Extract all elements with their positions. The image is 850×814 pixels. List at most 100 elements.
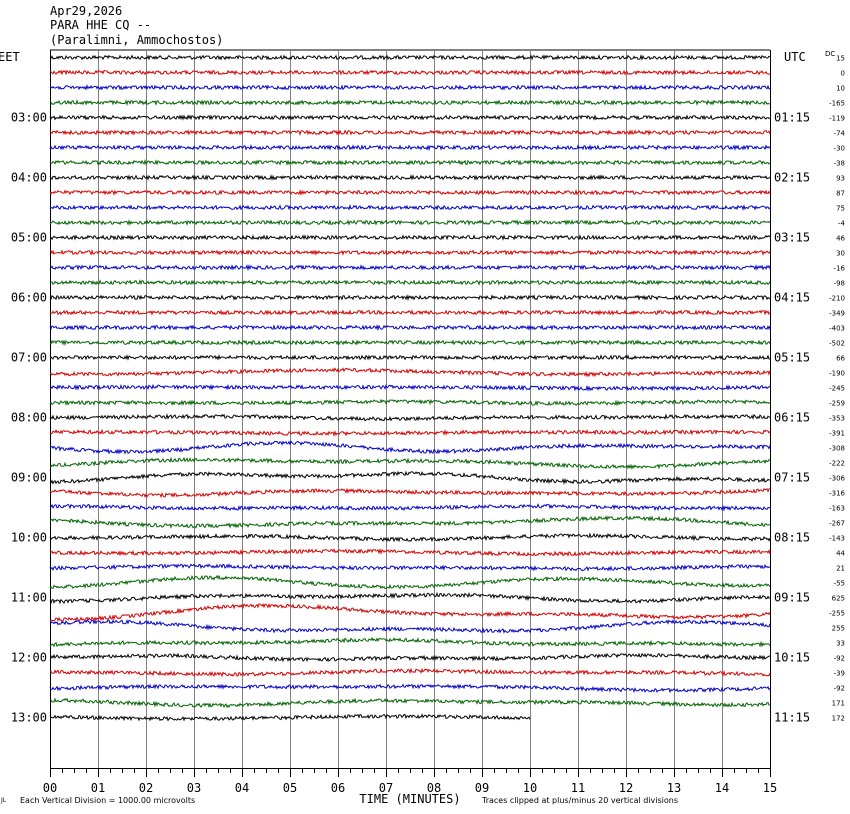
helicorder-station: PARA HHE CQ -- [50, 18, 152, 32]
left-hour-label: 12:00 [11, 651, 47, 665]
x-tick-label: 05 [283, 781, 297, 795]
seismic-trace [49, 413, 771, 422]
left-hour-label: 11:00 [11, 591, 47, 605]
seismic-trace [49, 667, 771, 678]
x-tick-label: 04 [235, 781, 249, 795]
dc-offset-value: -39 [834, 670, 845, 678]
seismic-trace [49, 398, 771, 407]
dc-offset-value: -308 [829, 445, 845, 453]
left-hour-label: 13:00 [11, 711, 47, 725]
helicorder-date: Apr29,2026 [50, 4, 123, 18]
seismic-trace [49, 69, 771, 76]
dc-offset-value: -210 [829, 295, 845, 303]
seismic-trace [49, 129, 771, 136]
dc-offset-value: -267 [829, 520, 845, 528]
x-axis-title: TIME (MINUTES) [359, 792, 460, 806]
time-gridlines [50, 49, 771, 768]
seismic-trace [49, 264, 771, 272]
seismic-trace [49, 428, 771, 437]
seismic-trace [49, 174, 771, 181]
x-tick-label: 01 [91, 781, 105, 795]
right-hour-label: 06:15 [774, 411, 810, 425]
seismic-trace [49, 532, 771, 543]
dc-offset-value: -143 [829, 535, 845, 543]
right-hour-label: 09:15 [774, 591, 810, 605]
right-hour-label: 03:15 [774, 231, 810, 245]
x-tick-label: 13 [667, 781, 681, 795]
dc-offset-value: 66 [836, 355, 845, 363]
dc-offset-value: -306 [829, 475, 845, 483]
dc-offset-value: -190 [829, 370, 845, 378]
right-hour-label: 02:15 [774, 171, 810, 185]
seismic-trace [49, 114, 771, 121]
x-tick-label: 14 [715, 781, 729, 795]
dc-offset-value: -353 [829, 415, 845, 423]
dc-offset-value: -38 [834, 160, 845, 168]
dc-offset-value: 30 [836, 250, 845, 258]
seismic-trace [49, 144, 771, 151]
clipping-note: Traces clipped at plus/minus 20 vertical… [482, 796, 679, 805]
left-hour-label: 08:00 [11, 411, 47, 425]
dc-offset-value: 0 [841, 70, 845, 78]
seismic-trace [49, 548, 771, 558]
corner-mark: JL [1, 797, 7, 804]
right-timezone-label: UTC [784, 50, 806, 64]
dc-offset-header: DC [825, 50, 835, 58]
dc-offset-value: 171 [832, 700, 845, 708]
right-hour-label: 08:15 [774, 531, 810, 545]
dc-offset-value: 15 [836, 55, 845, 63]
seismic-trace [49, 713, 531, 722]
dc-offset-value: 87 [836, 190, 845, 198]
seismic-trace [49, 324, 771, 332]
dc-offset-value: -163 [829, 505, 845, 513]
right-hour-label: 01:15 [774, 111, 810, 125]
right-hour-label: 07:15 [774, 471, 810, 485]
seismic-trace [49, 248, 771, 256]
seismic-trace [49, 636, 771, 648]
seismic-traces [49, 53, 771, 722]
seismic-trace [49, 204, 771, 211]
dc-offset-value: -391 [829, 430, 845, 438]
right-hour-label: 05:15 [774, 351, 810, 365]
seismic-trace [49, 515, 771, 529]
x-tick-label: 09 [475, 781, 489, 795]
dc-offset-value: -119 [829, 115, 845, 123]
x-tick-label: 07 [379, 781, 393, 795]
dc-offset-value: 10 [836, 85, 845, 93]
left-hour-label: 10:00 [11, 531, 47, 545]
dc-offset-value: -74 [834, 130, 846, 138]
x-tick-label: 08 [427, 781, 441, 795]
seismic-trace [49, 574, 771, 590]
time-axis: 00 01 02 03 04 05 06 07 08 09 10 11 12 13 14 15 [43, 768, 777, 795]
dc-offset-value: -502 [829, 340, 845, 348]
dc-offset-value: -255 [829, 610, 845, 618]
seismic-trace [49, 383, 771, 392]
dc-offset-value: -4 [838, 220, 846, 228]
x-tick-label: 11 [571, 781, 585, 795]
dc-offset-value: -245 [829, 385, 845, 393]
dc-offset-value: 172 [832, 715, 845, 723]
dc-offset-value: -316 [829, 490, 845, 498]
seismic-trace [49, 159, 771, 166]
dc-offset-value: -30 [834, 145, 845, 153]
x-tick-label: 12 [619, 781, 633, 795]
dc-offset-value: 21 [836, 565, 845, 573]
dc-offset-value: 44 [836, 550, 845, 558]
dc-offset-value: -16 [834, 265, 846, 273]
dc-offset-value: -92 [834, 655, 845, 663]
dc-offset-value: -403 [829, 325, 845, 333]
dc-offset-value: 46 [836, 235, 845, 243]
dc-offset-value: 33 [836, 640, 845, 648]
dc-offset-value: 75 [836, 205, 845, 213]
seismic-trace [49, 503, 771, 512]
x-tick-label: 03 [187, 781, 201, 795]
left-hour-label: 05:00 [11, 231, 47, 245]
left-timezone-label: EET [0, 50, 20, 64]
seismic-trace [49, 591, 771, 605]
seismic-trace [49, 309, 771, 316]
left-hour-label: 04:00 [11, 171, 47, 185]
right-hour-label: 11:15 [774, 711, 810, 725]
dc-offset-value: -222 [829, 460, 845, 468]
vertical-division-note: Each Vertical Division = 1000.00 microvo… [20, 796, 196, 805]
